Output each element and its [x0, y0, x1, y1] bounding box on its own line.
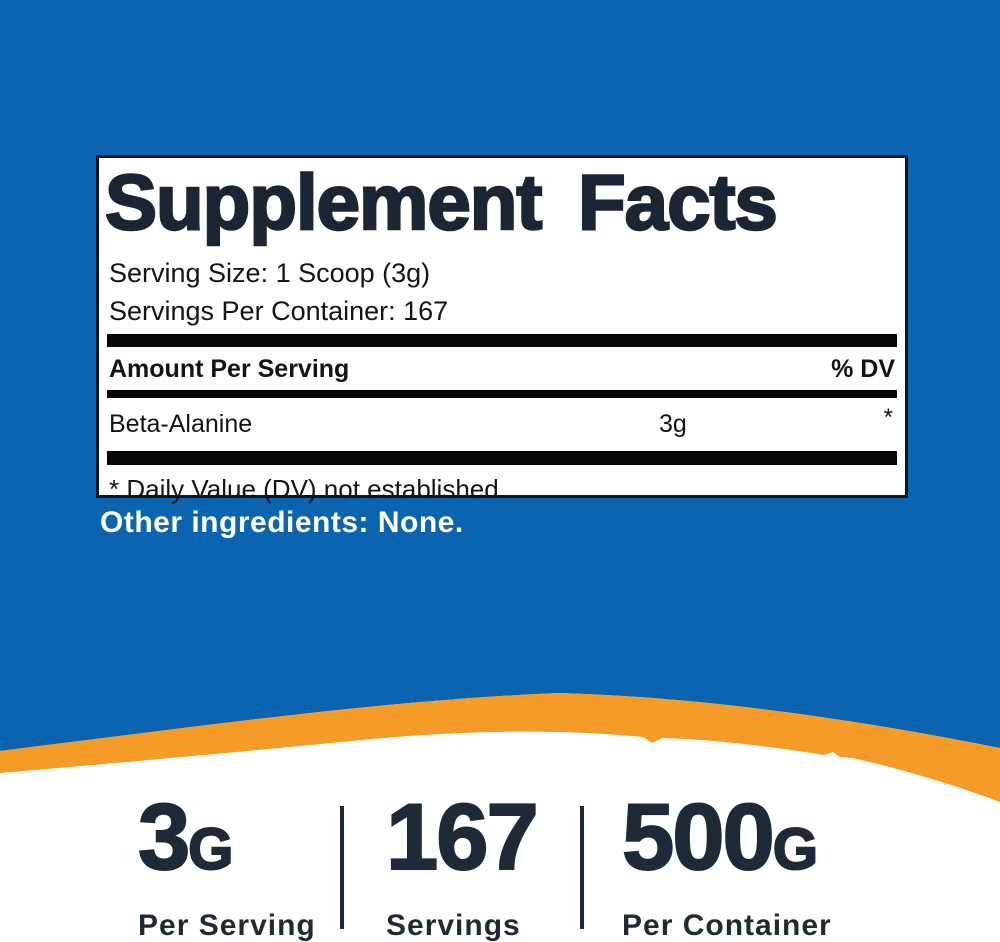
thick-divider-bar-bottom — [107, 451, 897, 465]
stat-servings: 167 Servings — [385, 784, 540, 942]
ingredient-dv-asterisk: * — [883, 404, 893, 431]
stat-per-container-value: 500G — [621, 784, 819, 889]
panel-title: Supplement Facts — [104, 158, 779, 246]
dv-footnote: * Daily Value (DV) not established. — [109, 474, 506, 504]
stat-per-serving-unit: G — [187, 816, 234, 883]
orange-swoosh-band — [0, 650, 1000, 802]
stat-divider-right — [580, 806, 584, 929]
other-ingredients-text: Other ingredients: None. — [100, 506, 464, 539]
stat-per-container-unit: G — [772, 816, 819, 883]
thin-divider-bar — [107, 390, 897, 398]
stat-divider-left — [340, 806, 344, 929]
stat-servings-value: 167 — [385, 784, 540, 889]
stat-per-container: 500G Per Container — [621, 784, 832, 942]
supplement-facts-panel: Supplement Facts Serving Size: 1 Scoop (… — [96, 155, 908, 504]
stat-per-container-label: Per Container — [622, 909, 832, 942]
serving-size: Serving Size: 1 Scoop (3g) — [109, 258, 431, 288]
thick-divider-bar-top — [107, 334, 897, 347]
ingredient-row: Beta-Alanine 3g * — [99, 398, 905, 451]
stat-per-serving-label: Per Serving — [138, 909, 316, 942]
stat-servings-label: Servings — [386, 909, 521, 942]
dv-header: % DV — [831, 355, 895, 383]
stat-per-serving: 3G Per Serving — [137, 784, 316, 942]
ingredient-name: Beta-Alanine — [109, 410, 253, 438]
ingredient-amount: 3g — [659, 410, 687, 438]
stat-per-serving-value: 3G — [137, 784, 234, 889]
amount-per-serving-label: Amount Per Serving — [109, 355, 350, 383]
servings-per-container: Servings Per Container: 167 — [109, 296, 449, 326]
